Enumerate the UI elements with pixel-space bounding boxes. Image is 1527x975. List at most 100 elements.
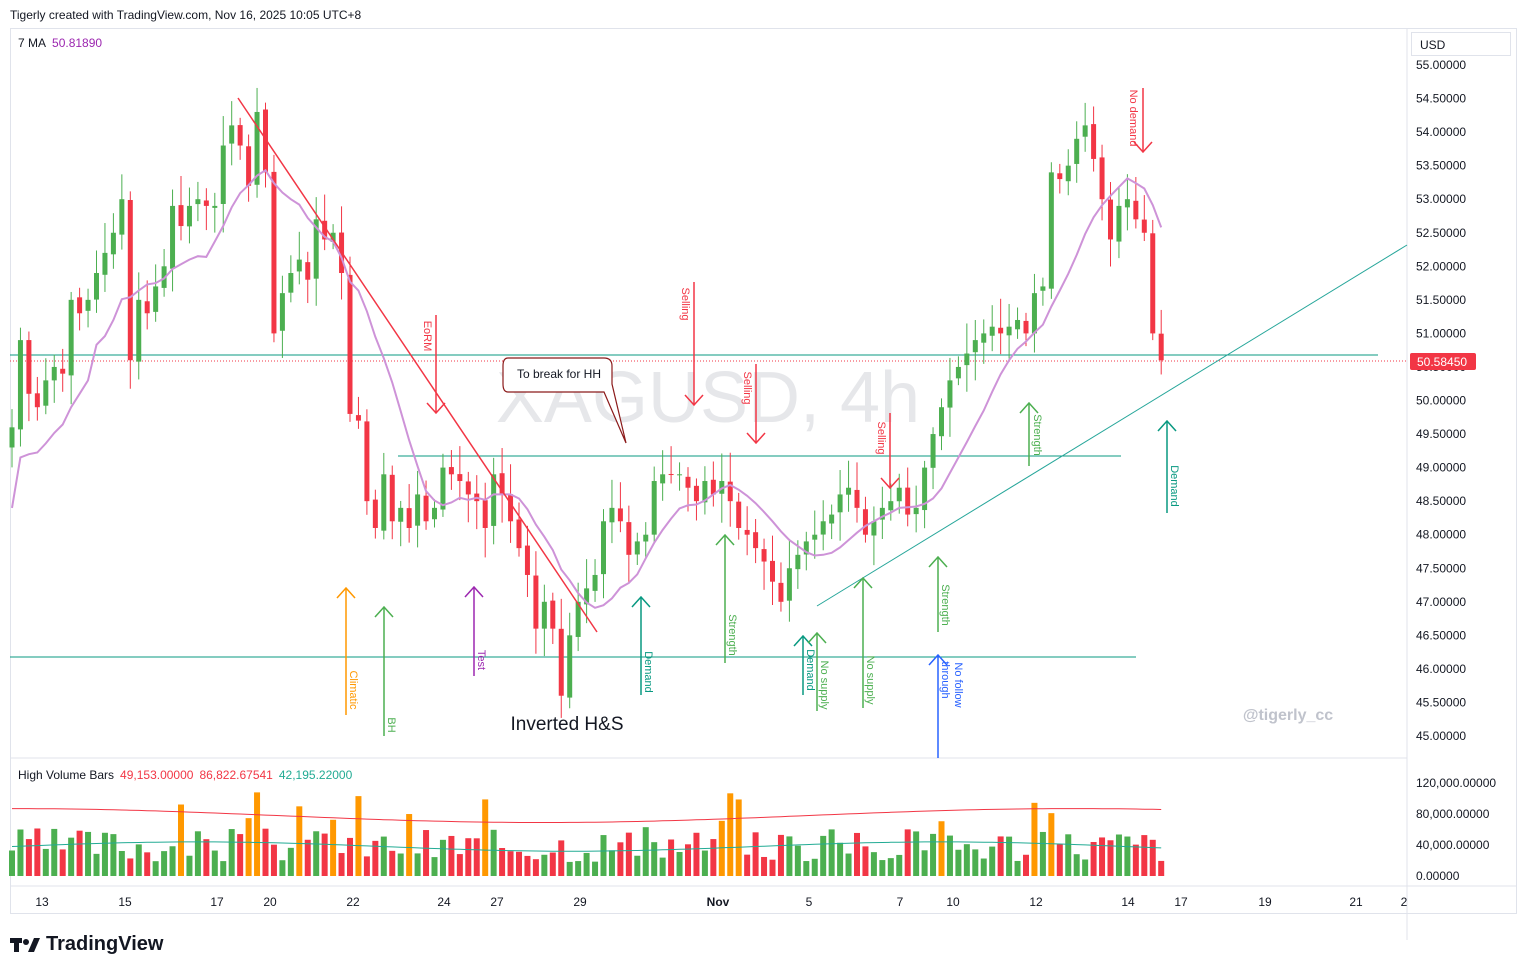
signal-label: BH	[385, 717, 397, 732]
volume-bar	[330, 819, 337, 876]
candle-body	[457, 474, 463, 482]
price-tick-label: 49.00000	[1416, 461, 1466, 475]
ma-legend[interactable]: 7 MA 50.81890	[18, 36, 102, 50]
volume-bar	[946, 835, 953, 876]
volume-bar	[423, 830, 430, 876]
candle-body	[26, 340, 32, 394]
candle-body	[584, 588, 590, 605]
signal-label: Climatic	[347, 670, 359, 710]
candle-body	[1091, 124, 1097, 159]
volume-bar	[465, 838, 472, 876]
volume-bar	[482, 799, 489, 876]
volume-bar	[135, 844, 142, 876]
volume-threshold-line	[12, 808, 1162, 823]
candle-body	[296, 259, 302, 272]
volume-bar	[186, 855, 193, 876]
time-tick-label: 19	[1258, 895, 1272, 909]
candle-body	[237, 125, 243, 146]
candle-body	[1040, 286, 1046, 291]
price-tick-label: 48.00000	[1416, 528, 1466, 542]
candle-body	[905, 487, 911, 515]
candle-body	[989, 326, 995, 336]
candle-body	[254, 111, 260, 185]
signal-arrow-head	[336, 586, 356, 599]
volume-bar	[1141, 835, 1148, 876]
price-tick-label: 54.00000	[1416, 125, 1466, 139]
time-tick-label: 14	[1121, 895, 1135, 909]
signal-label: Strength	[1031, 414, 1043, 456]
price-tick-label: 45.50000	[1416, 695, 1466, 709]
candle-body	[153, 286, 159, 312]
candle-body	[279, 293, 285, 331]
volume-bar	[896, 854, 903, 876]
candle-body	[1074, 138, 1080, 164]
candle-body	[972, 340, 978, 353]
ma-legend-label: 7 MA	[18, 36, 47, 50]
signal-label: Strength	[726, 614, 738, 656]
volume-bar	[735, 799, 742, 876]
uptrend-line	[816, 244, 1408, 607]
volume-bar	[777, 834, 784, 876]
volume-bar	[913, 831, 920, 876]
price-tick-label: 53.50000	[1416, 159, 1466, 173]
volume-bar	[507, 851, 514, 876]
candle-body	[930, 434, 936, 468]
signal-label: EoRM	[421, 321, 433, 352]
volume-bar	[1107, 840, 1114, 876]
candle-body	[51, 366, 57, 381]
candle-body	[1048, 172, 1054, 289]
candle-body	[432, 507, 437, 520]
volume-legend-v1: 49,153.00000	[120, 768, 194, 782]
volume-bar	[634, 855, 641, 876]
time-tick-label: 17	[210, 895, 224, 909]
time-tick-label: 21	[1349, 895, 1363, 909]
candle-body	[491, 474, 497, 526]
candle-body	[524, 545, 530, 575]
candle-body	[43, 380, 49, 406]
price-tick-label: 52.50000	[1416, 226, 1466, 240]
volume-legend[interactable]: High Volume Bars 49,153.00000 86,822.67541…	[18, 768, 352, 782]
volume-bar	[203, 839, 210, 876]
signal-arrow-head	[684, 394, 704, 407]
volume-bar	[380, 836, 387, 876]
candle-body	[685, 476, 691, 488]
tradingview-logo[interactable]: TradingView	[10, 933, 163, 956]
last-price-label: 50.58450	[1417, 355, 1467, 369]
volume-bar	[904, 829, 911, 876]
candle-body	[1141, 219, 1147, 233]
volume-tick-label: 120,000.00000	[1416, 776, 1496, 790]
volume-bar	[516, 851, 522, 876]
volume-bar	[820, 835, 827, 876]
candle-body	[1124, 199, 1130, 208]
candle-body	[677, 474, 683, 476]
signal-label: through	[939, 661, 951, 698]
time-tick-label: 5	[806, 895, 813, 909]
volume-bar	[930, 833, 937, 876]
volume-bar	[127, 858, 134, 876]
candle-body	[702, 481, 708, 503]
candle-body	[144, 301, 150, 314]
price-tick-label: 46.00000	[1416, 662, 1466, 676]
candle-body	[1108, 199, 1113, 240]
volume-bar	[1006, 836, 1013, 876]
candle-body	[617, 508, 623, 522]
candle-body	[947, 380, 953, 408]
candle-body	[389, 474, 395, 522]
candle-body	[575, 601, 581, 637]
signal-arrow-head	[374, 605, 394, 618]
candle-body	[415, 494, 421, 526]
volume-bar	[1039, 831, 1046, 876]
currency-selector[interactable]: USD	[1411, 32, 1511, 56]
candle-body	[812, 534, 818, 540]
volume-bar	[828, 829, 835, 876]
candle-body	[372, 499, 378, 528]
signal-label: No follow	[952, 662, 964, 707]
candle-body	[626, 522, 632, 555]
candle-body	[305, 262, 311, 280]
candle-body	[246, 146, 252, 186]
volume-bar	[406, 814, 413, 876]
downtrend-line	[237, 97, 598, 633]
signal-label: Demand	[1168, 465, 1180, 507]
ma-line	[11, 168, 1163, 609]
